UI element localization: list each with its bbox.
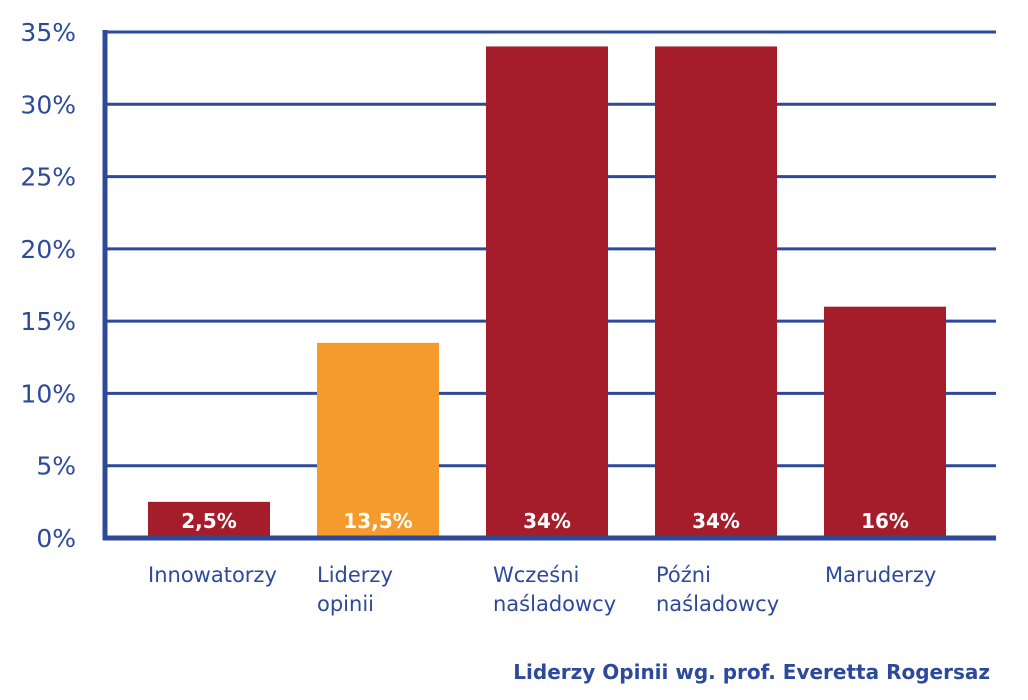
bar — [824, 306, 946, 538]
x-axis-category-labels: Innowatorzy Liderzy opinii Wcześni naśladowc… — [148, 563, 936, 616]
category-label: Późni — [656, 563, 711, 587]
category-label: Innowatorzy — [148, 563, 277, 587]
bar-chart: 0% 5% 10% 15% 20% 25% 30% 35% 2,5% 13,5% 34% 34% 16… — [20, 18, 996, 616]
y-tick-label: 25% — [20, 163, 76, 192]
y-tick-label: 10% — [20, 379, 76, 408]
y-tick-label: 0% — [36, 524, 76, 553]
category-label: opinii — [317, 592, 374, 616]
bar-data-labels: 2,5% 13,5% 34% 34% 16% — [181, 509, 909, 533]
bars — [148, 46, 946, 538]
y-tick-label: 30% — [20, 90, 76, 119]
bar — [486, 46, 608, 538]
y-tick-label: 5% — [36, 452, 76, 481]
bar-value-label: 13,5% — [343, 509, 412, 533]
bar — [148, 501, 270, 538]
axes — [102, 30, 996, 541]
bar-value-label: 2,5% — [181, 509, 236, 533]
y-tick-label: 35% — [20, 18, 76, 47]
category-label: Maruderzy — [825, 563, 936, 587]
category-label: naśladowcy — [656, 592, 779, 616]
bar — [317, 342, 439, 538]
category-label: naśladowcy — [493, 592, 616, 616]
bar — [655, 46, 777, 538]
bar-value-label: 16% — [861, 509, 909, 533]
category-label: Wcześni — [493, 563, 579, 587]
bar-value-label: 34% — [523, 509, 571, 533]
y-tick-label: 15% — [20, 307, 76, 336]
bar-value-label: 34% — [692, 509, 740, 533]
y-axis-tick-labels: 0% 5% 10% 15% 20% 25% 30% 35% — [20, 18, 76, 553]
category-label: Liderzy — [317, 563, 393, 587]
y-tick-label: 20% — [20, 235, 76, 264]
source-caption: Liderzy Opinii wg. prof. Everetta Rogers… — [513, 660, 990, 684]
